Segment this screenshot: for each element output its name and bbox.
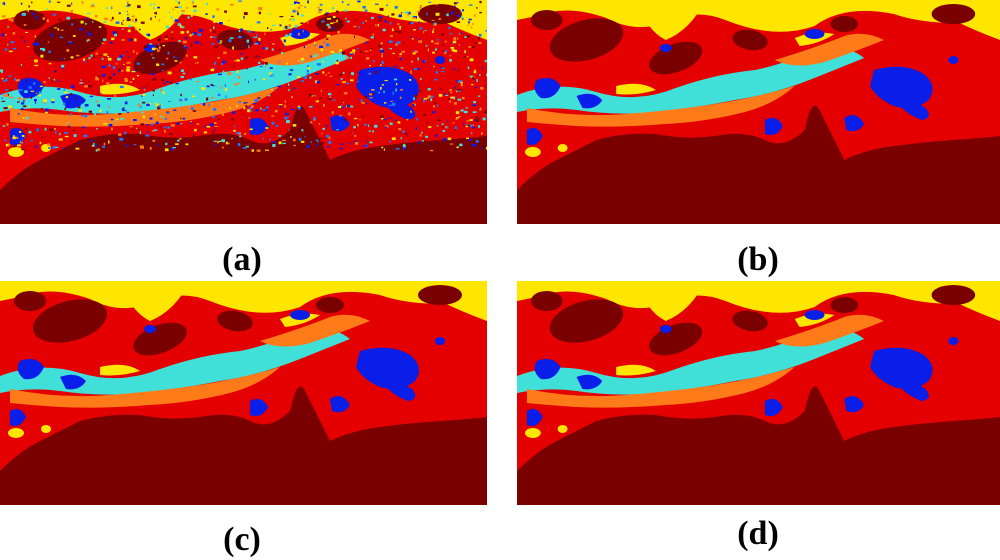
map-canvas <box>0 281 487 505</box>
panel-label-a: (a) <box>222 241 262 278</box>
panel-label-d: (d) <box>737 515 779 552</box>
panel-label-c: (c) <box>223 521 261 558</box>
map-canvas <box>517 281 1000 505</box>
map-canvas <box>517 0 1000 224</box>
map-canvas <box>0 0 487 224</box>
classification-map-a <box>0 0 487 224</box>
classification-map-b <box>517 0 1000 224</box>
classification-map-c <box>0 281 487 505</box>
panel-label-b: (b) <box>737 241 779 278</box>
classification-map-d <box>517 281 1000 505</box>
